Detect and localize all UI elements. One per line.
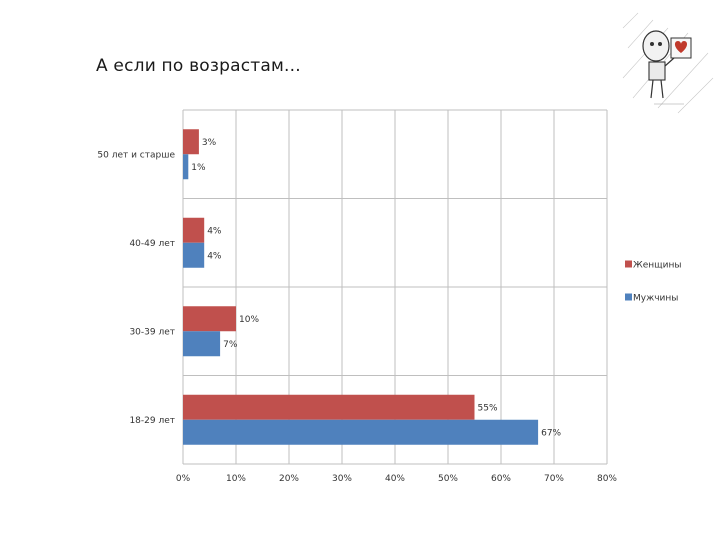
bar-men-2 xyxy=(183,242,205,268)
category-label-2: 40-49 лет xyxy=(129,239,175,249)
category-label-3: 50 лет и старше xyxy=(97,150,175,160)
legend-label-women: Женщины xyxy=(633,261,681,271)
x-tick-label-0: 0% xyxy=(176,474,191,484)
data-label-women-2: 4% xyxy=(207,226,222,236)
x-tick-label-4: 40% xyxy=(385,474,405,484)
x-tick-label-8: 80% xyxy=(597,474,617,484)
data-label-men-2: 4% xyxy=(207,251,222,261)
x-tick-label-7: 70% xyxy=(544,474,564,484)
bar-men-0 xyxy=(183,419,539,445)
category-label-1: 30-39 лет xyxy=(129,327,175,337)
x-tick-label-2: 20% xyxy=(279,474,299,484)
data-label-women-0: 55% xyxy=(478,403,498,413)
bar-men-1 xyxy=(183,331,221,357)
slide-title: А если по возрастам... xyxy=(96,56,301,76)
data-label-women-1: 10% xyxy=(239,315,259,325)
data-label-men-0: 67% xyxy=(541,428,561,438)
legend-label-men: Мужчины xyxy=(633,294,678,304)
x-tick-label-6: 60% xyxy=(491,474,511,484)
legend-swatch-men xyxy=(625,293,632,301)
bar-men-3 xyxy=(183,154,189,180)
data-label-men-3: 1% xyxy=(191,163,206,173)
x-tick-label-3: 30% xyxy=(332,474,352,484)
bar-women-3 xyxy=(183,129,199,155)
data-label-women-3: 3% xyxy=(202,138,217,148)
x-tick-label-1: 10% xyxy=(226,474,246,484)
data-label-men-1: 7% xyxy=(223,340,238,350)
category-label-0: 18-29 лет xyxy=(129,416,175,426)
bar-women-0 xyxy=(183,394,475,420)
cartoon-robot-heart-icon xyxy=(622,12,714,114)
bar-women-1 xyxy=(183,306,236,332)
x-tick-label-5: 50% xyxy=(438,474,458,484)
legend-swatch-women xyxy=(625,260,632,268)
bar-women-2 xyxy=(183,217,205,243)
